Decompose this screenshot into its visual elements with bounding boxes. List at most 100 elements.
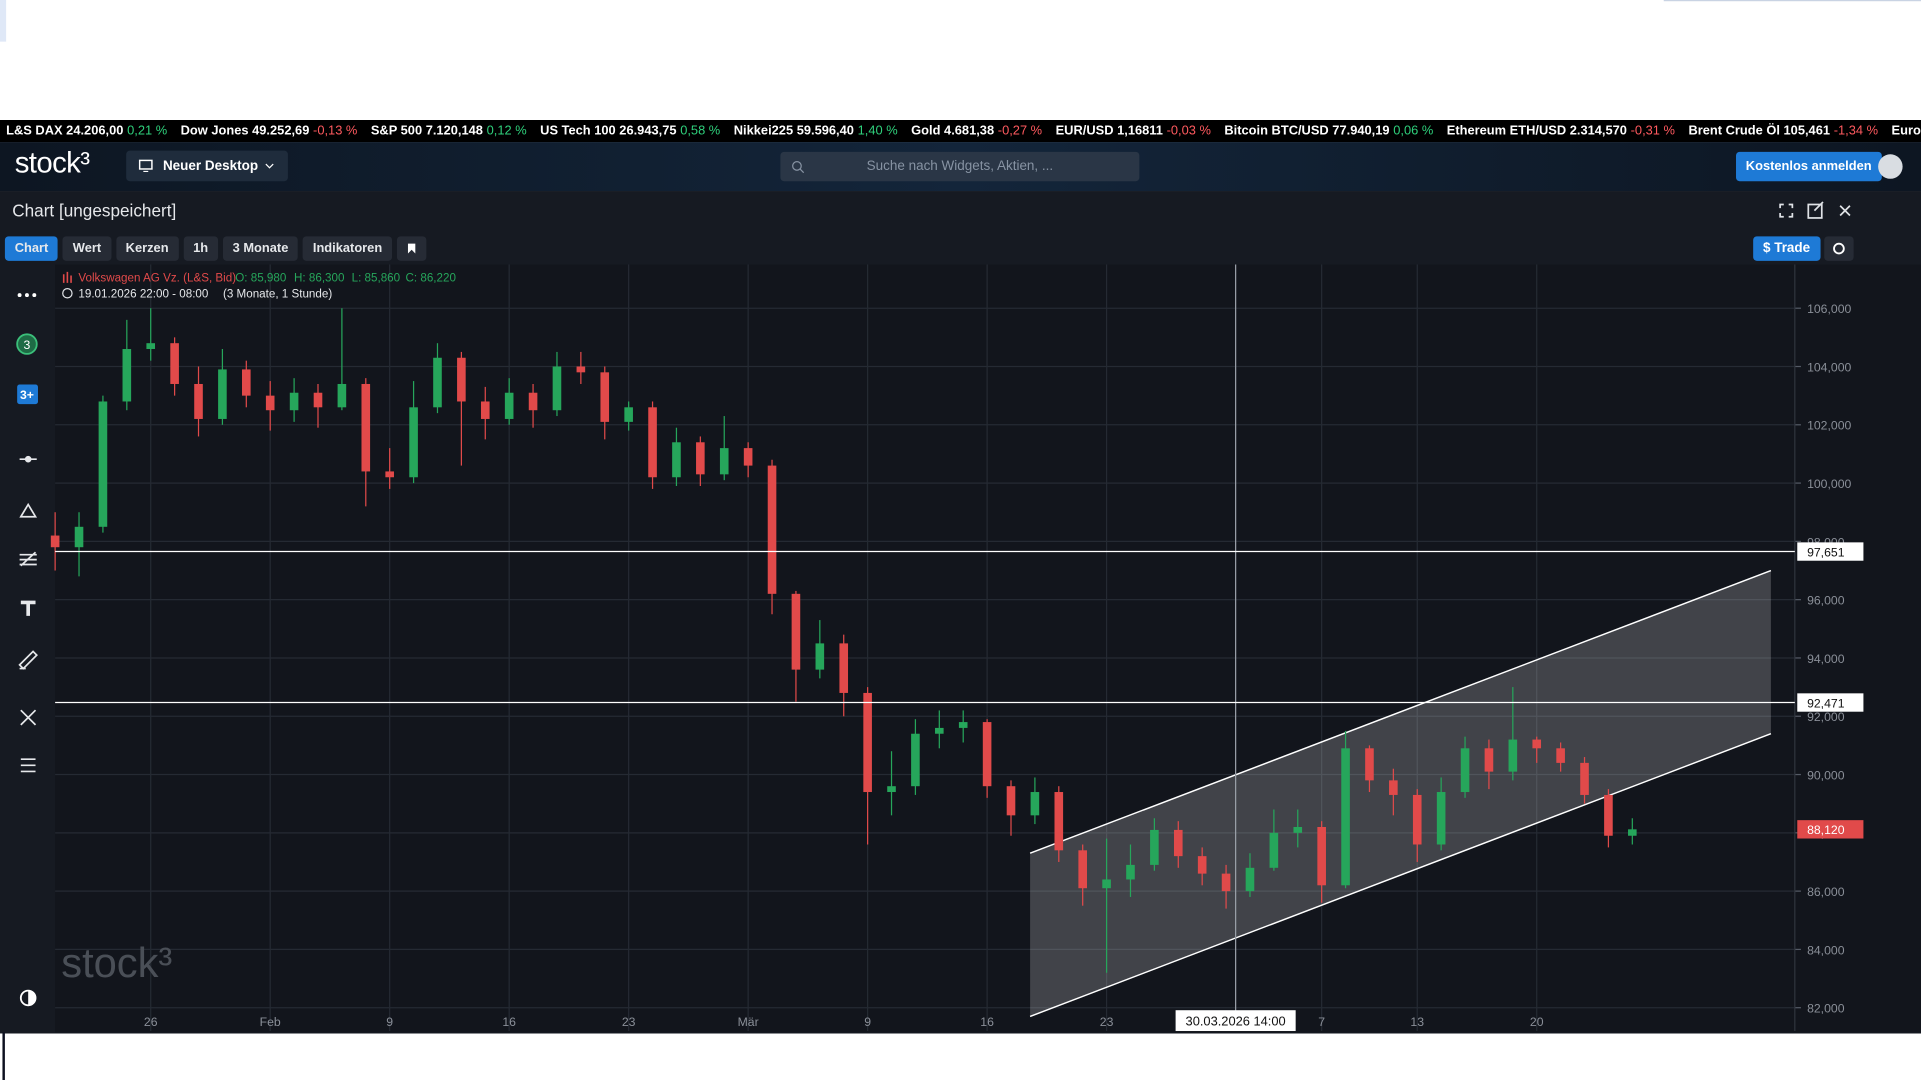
toolbar-button[interactable]: Wert: [62, 236, 111, 261]
candle-body: [1269, 832, 1279, 868]
ticker-item[interactable]: Dow Jones 49.252,69 -0,13 %: [181, 124, 358, 139]
y-tick-label: 96,000: [1807, 594, 1845, 608]
candle-body: [815, 643, 825, 670]
ticker-item[interactable]: L&S DAX 24.206,00 0,21 %: [6, 124, 167, 139]
candle-body: [1460, 748, 1470, 793]
level-label-box: [1797, 542, 1864, 561]
ticker-name: Nikkei225: [733, 123, 794, 139]
y-tick-label: 104,000: [1807, 360, 1851, 374]
candle-body: [50, 535, 60, 548]
header: stock³ Neuer Desktop Suche nach Widgets,…: [0, 142, 1921, 192]
ticker-item[interactable]: Euro-Bund Fu: [1892, 124, 1921, 139]
ticker-name: Dow Jones: [180, 123, 249, 139]
y-tick-label: 106,000: [1807, 302, 1851, 316]
candle-body: [385, 471, 394, 478]
ticker-item[interactable]: S&P 500 7.120,148 0,12 %: [371, 124, 527, 139]
candle-body: [1221, 873, 1231, 892]
search-box[interactable]: Suche nach Widgets, Aktien, ...: [780, 151, 1140, 182]
x-tick-label: 16: [502, 1015, 516, 1029]
toolbar-button[interactable]: Indikatoren: [303, 236, 393, 261]
candle-body: [1412, 794, 1422, 845]
ticker-change: -0,03 %: [1166, 123, 1211, 139]
ticker-item[interactable]: Ethereum ETH/USD 2.314,570 -0,31 %: [1447, 124, 1675, 139]
crosshair-label-box: [1175, 1010, 1296, 1032]
desktop-button[interactable]: Neuer Desktop: [126, 150, 288, 182]
login-button[interactable]: Kostenlos anmelden: [1736, 151, 1882, 182]
candle-body: [958, 722, 968, 728]
legend-ohlc: C: 86,220: [406, 272, 457, 285]
candle-body: [194, 383, 203, 419]
ticker-name: S&P 500: [370, 123, 423, 139]
ticker-value: 77.940,19: [1332, 123, 1390, 139]
x-tick-label: 9: [386, 1015, 393, 1029]
ticker-item[interactable]: US Tech 100 26.943,75 0,58 %: [540, 124, 720, 139]
window-edge: [0, 0, 7, 42]
candle-body: [1365, 748, 1374, 781]
bookmark-icon: [407, 243, 416, 254]
ticker-change: 0,58 %: [680, 123, 721, 139]
trade-button[interactable]: $ Trade: [1753, 236, 1820, 261]
ticker-item[interactable]: EUR/USD 1,16811 -0,03 %: [1056, 124, 1211, 139]
toolbar-button[interactable]: 3 Monate: [222, 236, 299, 261]
candle-body: [289, 392, 299, 411]
level-label: 92,471: [1807, 696, 1845, 710]
drawing-sidebar: 3 3+: [0, 264, 56, 1032]
panel-edge: [2, 1032, 5, 1080]
candle-body: [863, 692, 872, 793]
candle-body: [409, 407, 418, 478]
ticker-name: Bitcoin BTC/USD: [1224, 123, 1329, 139]
legend-ohlc: O: 85,980: [235, 272, 287, 285]
toolbar-button[interactable]: Chart: [4, 236, 59, 261]
toolbar-button[interactable]: 1h: [183, 236, 218, 261]
candle-body: [1532, 739, 1542, 749]
candle-body: [1293, 827, 1303, 833]
ticker-item[interactable]: Nikkei225 59.596,40 1,40 %: [734, 124, 898, 139]
x-tick-label: 13: [1410, 1015, 1424, 1029]
candle-body: [337, 383, 347, 408]
x-tick-label: 20: [1530, 1015, 1544, 1029]
watermark: stock³: [61, 939, 172, 986]
ticker-item[interactable]: Gold 4.681,38 -0,27 %: [911, 124, 1042, 139]
legend-ohlc: H: 86,300: [294, 272, 345, 285]
candle-body: [480, 401, 490, 419]
x-tick-label: Feb: [260, 1015, 281, 1029]
ticker-item[interactable]: Brent Crude Öl 105,461 -1,34 %: [1688, 124, 1878, 139]
sidebar-badge[interactable]: 3: [24, 338, 31, 352]
ticker-item[interactable]: Bitcoin BTC/USD 77.940,19 0,06 %: [1224, 124, 1433, 139]
legend-ohlc: L: 85,860: [352, 272, 401, 285]
ticker-value: 49.252,69: [252, 123, 310, 139]
sidebar-icons: 3 3+: [16, 293, 38, 1007]
settings-button[interactable]: [1824, 236, 1854, 261]
candle-body: [1317, 827, 1326, 886]
candle-body: [1508, 739, 1518, 772]
candle-body: [1484, 748, 1494, 772]
legend-series: Volkswagen AG Vz. (L&S, Bid): [78, 272, 236, 285]
candle-body: [1389, 780, 1398, 795]
ticker-change: 0,12 %: [486, 123, 527, 139]
candle-body: [528, 392, 538, 411]
y-tick-label: 94,000: [1807, 652, 1845, 666]
chart: stock³ Volkswagen AG Vz. (L&S, Bid) O: 85,…: [50, 264, 1921, 1034]
candle-body: [98, 401, 108, 527]
candle-body: [911, 733, 920, 787]
bookmark-button[interactable]: [396, 236, 427, 261]
ticker-value: 4.681,38: [944, 123, 995, 139]
logo[interactable]: stock³: [14, 146, 90, 181]
sidebar-badge[interactable]: 3+: [20, 388, 34, 402]
ticker-value: 7.120,148: [425, 123, 483, 139]
candle-body: [1078, 850, 1087, 889]
candle-body: [433, 357, 442, 408]
ticker-bar: L&S DAX 24.206,00 0,21 % Dow Jones 49.252,…: [0, 120, 1921, 143]
avatar[interactable]: [1878, 154, 1903, 179]
candle-body: [1102, 879, 1111, 889]
candle-body: [1580, 762, 1589, 795]
level-label-box: [1797, 693, 1864, 712]
candle-body: [935, 727, 944, 734]
candle-body: [74, 526, 84, 548]
ticker-name: EUR/USD: [1055, 123, 1114, 139]
x-tick-label: 23: [1100, 1015, 1114, 1029]
y-tick-label: 92,000: [1807, 710, 1845, 724]
window-controls[interactable]: [1776, 201, 1857, 221]
toolbar-button[interactable]: Kerzen: [115, 236, 179, 261]
